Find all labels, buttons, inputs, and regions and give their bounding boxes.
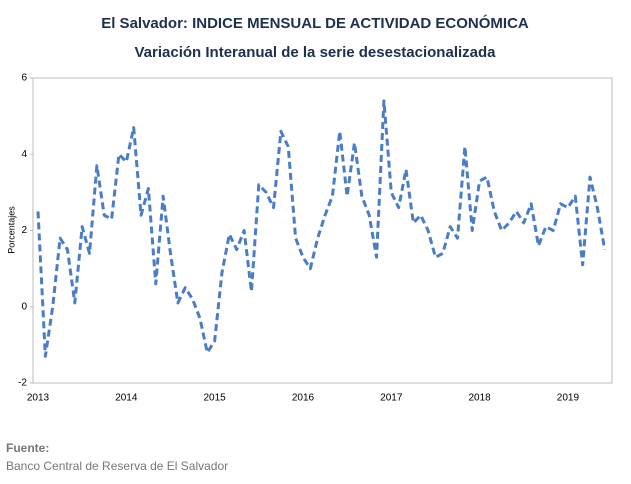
y-tick-label: 6 <box>21 73 27 84</box>
y-axis-label: Porcentajes <box>6 206 16 254</box>
y-tick-label: 0 <box>21 301 27 312</box>
y-tick-label: 4 <box>21 149 27 160</box>
x-tick-label: 2019 <box>557 393 580 404</box>
x-tick-label: 2014 <box>115 393 138 404</box>
source: Banco Central de Reserva de El Salvador <box>6 459 228 473</box>
x-tick-label: 2015 <box>204 393 227 404</box>
x-tick-label: 2013 <box>27 393 50 404</box>
x-tick-label: 2016 <box>292 393 315 404</box>
plot-frame <box>32 77 613 384</box>
y-tick-label: 2 <box>21 225 27 236</box>
x-tick-label: 2017 <box>380 393 403 404</box>
chart-subtitle: Variación Interanual de la serie desesta… <box>135 44 497 61</box>
chart-title: El Salvador: INDICE MENSUAL DE ACTIVIDAD… <box>101 14 529 32</box>
source-label: Fuente: <box>6 441 49 455</box>
x-tick-label: 2018 <box>468 393 491 404</box>
data-line <box>36 99 607 358</box>
y-tick-label: -2 <box>18 378 27 389</box>
